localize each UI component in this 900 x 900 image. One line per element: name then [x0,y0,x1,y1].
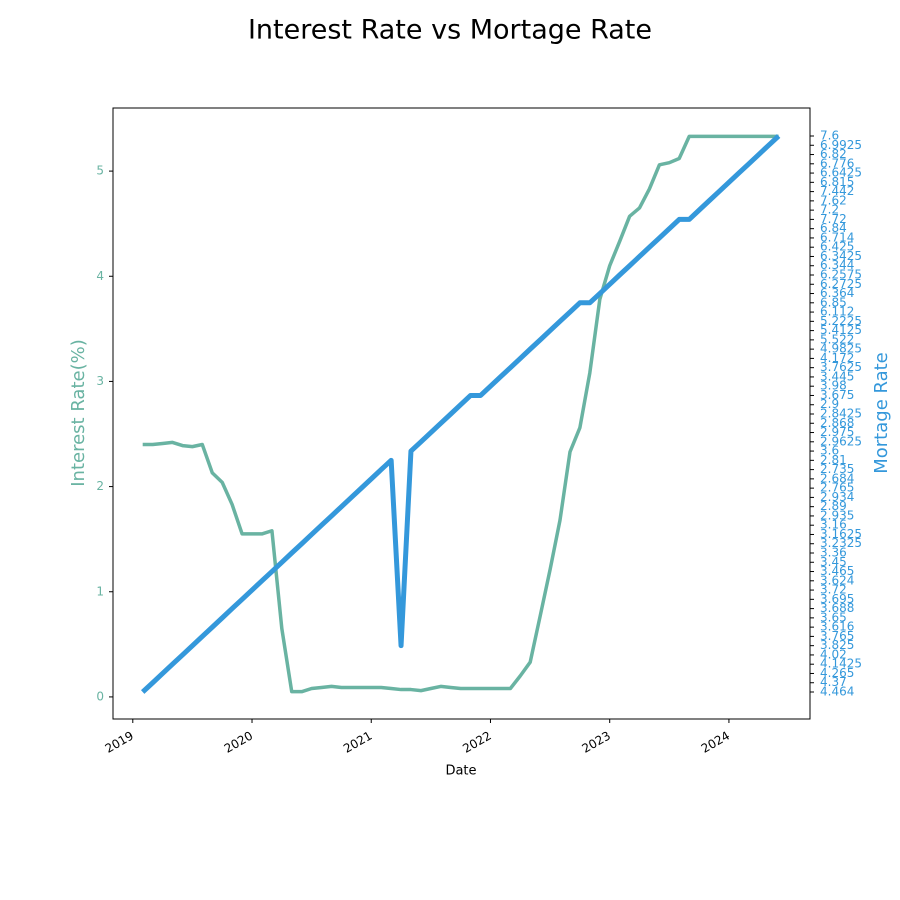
y2-tick-label: 3.616 [820,620,854,634]
y2-axis-label: Mortage Rate [871,352,892,474]
y2-tick-label: 6.776 [820,156,854,170]
y2-tick-label: 4.9825 [820,342,862,356]
y2-tick-label: 2.765 [820,481,854,495]
y2-tick-label: 7.62 [820,193,847,207]
y2-tick-label: 6.82 [820,147,847,161]
y2-tick-label: 6.9925 [820,138,862,152]
y-tick-label: 4 [96,269,104,283]
y2-tick-label: 6.815 [820,175,854,189]
y-tick-label: 1 [96,584,104,598]
y2-tick-label: 3.72 [820,583,847,597]
y2-tick-label: 3.98 [820,379,847,393]
y2-tick-label: 6.84 [820,221,847,235]
y2-tick-label: 2.868 [820,416,854,430]
plot-frame [112,107,811,720]
y2-tick-label: 4.37 [820,675,847,689]
y-tick-label: 0 [96,689,104,703]
y2-tick-label: 3.65 [820,610,847,624]
y2-tick-label: 3.445 [820,369,854,383]
y2-tick-label: 2.934 [820,490,854,504]
y2-tick-label: 3.825 [820,638,854,652]
y2-tick-label: 6.364 [820,286,854,300]
y2-tick-label: 3.45 [820,555,847,569]
y2-tick-label: 3.688 [820,601,854,615]
y-tick-label: 3 [96,374,104,388]
y2-tick-label: 6.85 [820,295,847,309]
y-tick-label: 5 [96,164,104,178]
y2-tick-label: 3.765 [820,629,854,643]
y2-tick-label: 6.112 [820,305,854,319]
y2-tick-label: 7.442 [820,184,854,198]
y-axis-label: Interest Rate(%) [68,339,89,487]
x-axis-label: Date [445,764,476,779]
y2-tick-label: 3.2325 [820,536,862,550]
y2-tick-label: 3.16 [820,518,847,532]
y2-tick-label: 6.714 [820,230,854,244]
y2-tick-label: 7.2 [820,203,839,217]
y2-tick-label: 5.4125 [820,323,862,337]
y2-tick-label: 6.2725 [820,277,862,291]
y2-tick-label: 7.6 [820,129,839,143]
y2-tick-label: 6.6425 [820,166,862,180]
x-tick-label: 2024 [699,729,732,756]
y2-tick-label: 2.975 [820,425,854,439]
y2-tick-label: 4.265 [820,666,854,680]
y2-tick-label: 3.36 [820,546,847,560]
y2-tick-label: 3.1625 [820,527,862,541]
y2-tick-label: 4.02 [820,647,847,661]
chart-title: Interest Rate vs Mortage Rate [248,15,652,46]
x-tick-label: 2023 [579,729,612,756]
y2-tick-label: 2.8425 [820,407,862,421]
y2-tick-label: 3.624 [820,573,854,587]
y2-tick-label: 2.735 [820,462,854,476]
x-tick-label: 2020 [222,729,255,756]
x-tick-label: 2022 [460,729,493,756]
y2-tick-label: 2.9625 [820,434,862,448]
y2-tick-label: 3.6 [820,444,839,458]
y2-tick-label: 6.2575 [820,268,862,282]
y2-tick-label: 3.675 [820,388,854,402]
y2-tick-label: 4.1425 [820,657,862,671]
y2-tick-label: 3.465 [820,564,854,578]
y2-tick-label: 4.172 [820,351,854,365]
y2-tick-label: 3.7625 [820,360,862,374]
y2-tick-label: 6.425 [820,240,854,254]
y2-tick-label: 5.522 [820,332,854,346]
y2-tick-label: 4.464 [820,685,854,699]
y2-tick-label: 7.72 [820,212,847,226]
series-line [142,134,779,694]
y2-tick-label: 2.9 [820,397,839,411]
y2-tick-label: 6.3425 [820,249,862,263]
y2-tick-label: 6.344 [820,258,854,272]
y2-tick-label: 2.89 [820,499,847,513]
y2-tick-label: 2.81 [820,453,847,467]
y2-tick-label: 3.695 [820,592,854,606]
x-tick-label: 2019 [103,729,136,756]
y2-tick-label: 2.684 [820,471,854,485]
series-line [140,134,781,694]
y2-tick-label: 5.2225 [820,314,862,328]
y-tick-label: 2 [96,479,104,493]
y2-tick-label: 2.935 [820,508,854,522]
x-tick-label: 2021 [341,729,374,756]
